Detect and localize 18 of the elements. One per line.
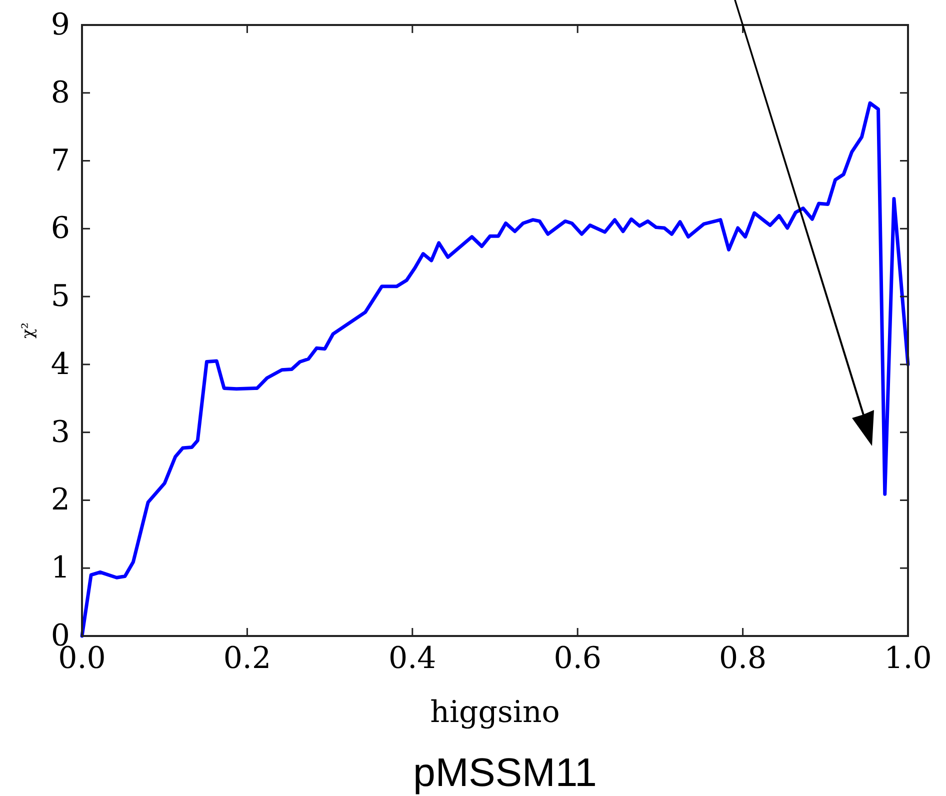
y-tick-label: 1 xyxy=(50,550,70,586)
x-axis-title: higgsino xyxy=(430,695,560,730)
y-tick-label: 6 xyxy=(50,211,70,246)
y-tick-label: 4 xyxy=(50,346,70,382)
x-tick-label: 0.6 xyxy=(554,641,602,676)
y-tick-label: 9 xyxy=(50,8,70,42)
y-tick-label: 5 xyxy=(50,279,70,314)
x-tick-label: 0.8 xyxy=(718,641,767,676)
x-tick-label: 0.4 xyxy=(388,641,436,676)
line-series xyxy=(80,101,910,638)
y-tick-label: 8 xyxy=(50,75,70,110)
x-tick-label: 1.0 xyxy=(884,641,932,676)
y-tick-label: 2 xyxy=(50,482,70,518)
y-tick-label: 7 xyxy=(50,143,70,178)
y-axis-title: χ² xyxy=(18,322,37,339)
text: pMSSM11 xyxy=(413,751,597,795)
y-tick-label: 3 xyxy=(50,414,70,450)
x-tick-label: 0.2 xyxy=(223,641,272,676)
